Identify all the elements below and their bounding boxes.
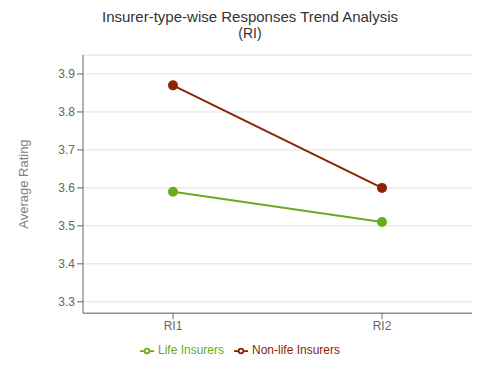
html-text:Non-life Insurers: Non-life Insurers [252,343,340,358]
svg-text:3.9: 3.9 [58,67,75,81]
html-text:(RI): (RI) [238,25,262,41]
svg-text:3.7: 3.7 [58,143,75,157]
svg-text:3.5: 3.5 [58,219,75,233]
html-text:Life Insurers: Life Insurers [158,343,224,358]
svg-text:3.3: 3.3 [58,295,75,309]
svg-text:3.8: 3.8 [58,105,75,119]
svg-text:3.4: 3.4 [58,257,75,271]
html-text:Insurer-type-wise Responses Tr: Insurer-type-wise Responses Trend Analys… [102,8,398,25]
svg-text:Average Rating: Average Rating [16,139,31,228]
svg-text:RI1: RI1 [164,319,183,333]
svg-text:RI2: RI2 [373,319,392,333]
svg-text:3.6: 3.6 [58,181,75,195]
